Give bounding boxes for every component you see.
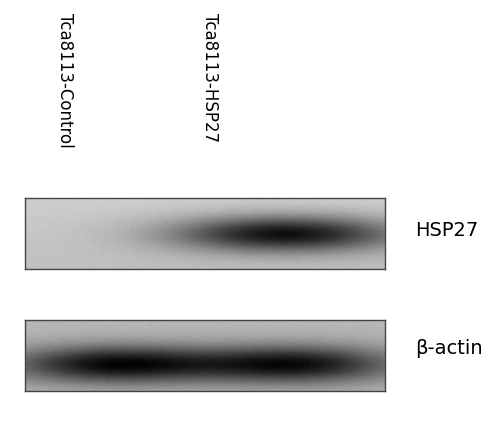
- Text: Tca8113-HSP27: Tca8113-HSP27: [201, 13, 219, 142]
- Text: β-actin: β-actin: [415, 339, 482, 358]
- Text: HSP27: HSP27: [415, 221, 478, 240]
- Text: Tca8113-Control: Tca8113-Control: [56, 13, 74, 147]
